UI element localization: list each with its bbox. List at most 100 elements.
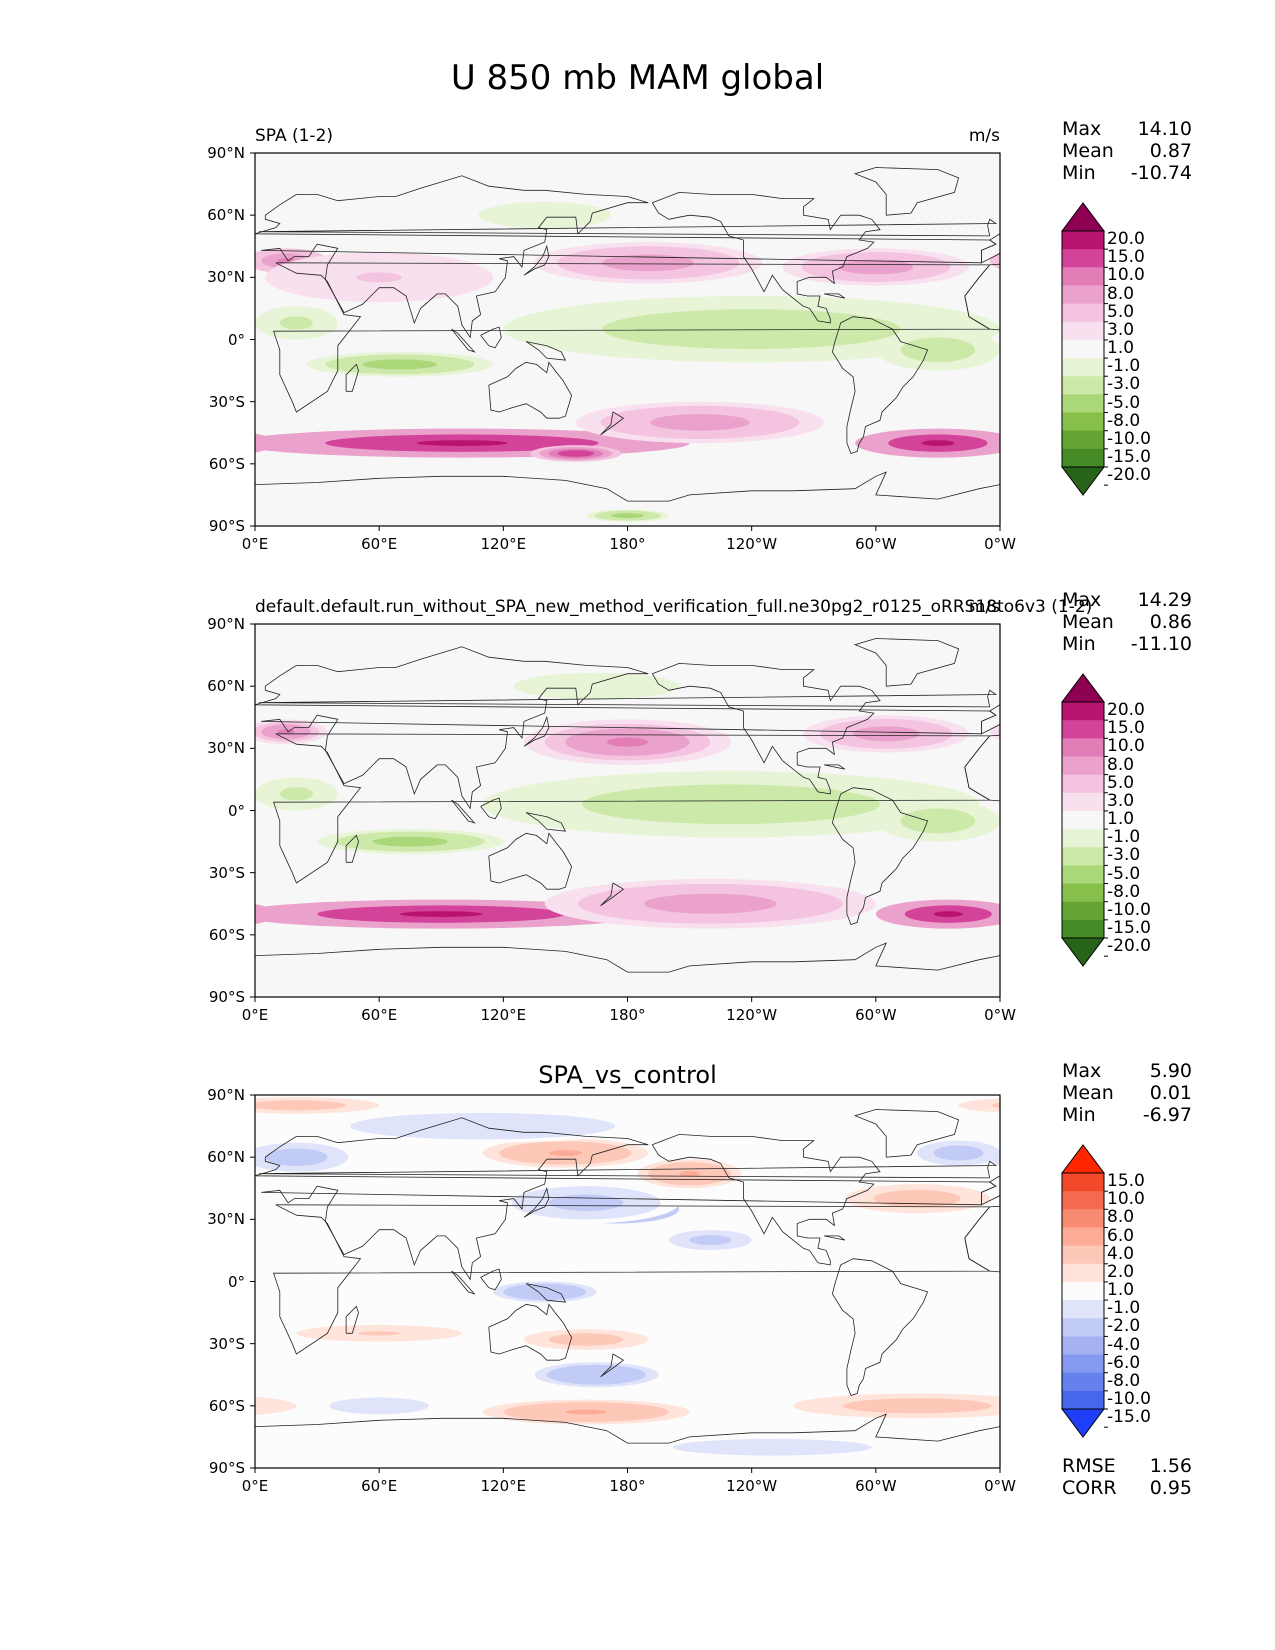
colorbar-extend-min <box>1061 1408 1105 1438</box>
coastline <box>824 1235 846 1241</box>
field-contour <box>381 361 419 367</box>
colorbar-label: 15.0 <box>1107 247 1145 268</box>
colorbar-label: -15.0 <box>1107 447 1151 467</box>
coastline <box>451 1270 476 1295</box>
field-contour <box>702 322 802 336</box>
field-contour <box>1014 727 1047 737</box>
lon-tick-label: 0°E <box>241 535 269 553</box>
lat-tick-label: 90°S <box>208 1459 245 1477</box>
stat-key: Min <box>1062 1104 1096 1126</box>
colorbar-swatch <box>1062 919 1104 939</box>
colorbar-label: -3.0 <box>1107 845 1141 866</box>
stat-key: Max <box>1062 1060 1102 1082</box>
colorbar-swatch <box>1062 1173 1104 1192</box>
panel-units-label: m/s <box>968 597 1000 617</box>
colorbar-extend-max <box>1061 202 1105 232</box>
field-contour <box>925 345 951 355</box>
field-contour <box>1023 729 1040 734</box>
colorbar-extend-max <box>1061 673 1105 703</box>
colorbar-label: 15.0 <box>1107 1171 1145 1192</box>
colorbar-swatch <box>1062 1263 1104 1283</box>
field-contour <box>189 911 218 917</box>
colorbar-swatch <box>1062 792 1104 812</box>
colorbar-label: -10.0 <box>1107 899 1151 920</box>
lon-tick-label: 120°W <box>726 535 778 553</box>
stat-key: Mean <box>1062 611 1114 633</box>
field-contour <box>975 1100 1000 1111</box>
coastline <box>488 832 573 890</box>
colorbar-swatch <box>1062 267 1104 286</box>
lon-tick-label: 180° <box>609 535 646 553</box>
colorbar-extend-max <box>1061 1144 1105 1174</box>
stat-row: CORR 0.95 <box>1062 1477 1192 1499</box>
colorbar-extend-min <box>1061 466 1105 496</box>
field-contour <box>255 1400 272 1412</box>
lon-tick-label: 60°W <box>855 1477 897 1495</box>
field-contour <box>989 252 1000 269</box>
colorbar-label: 8.0 <box>1107 754 1135 775</box>
field-contour <box>255 433 276 453</box>
stat-value: 5.90 <box>1149 1060 1192 1082</box>
colorbar-swatch <box>1062 1372 1104 1392</box>
colorbar-swatch <box>1062 1227 1104 1247</box>
lat-tick-label: 30°N <box>207 1210 245 1229</box>
field-contour <box>989 723 1000 740</box>
lat-tick-label: 0° <box>227 1272 245 1291</box>
lon-tick-label: 120°E <box>480 1477 527 1495</box>
coastline <box>451 799 476 824</box>
colorbar-swatch <box>1062 249 1104 268</box>
stat-key: Mean <box>1062 1082 1114 1104</box>
field-contour <box>925 816 951 826</box>
coastline <box>831 1258 929 1397</box>
coastline <box>255 1413 1000 1444</box>
field-contour <box>566 451 585 456</box>
field-contour <box>699 1237 721 1243</box>
field-contour <box>606 737 649 747</box>
field-contour <box>255 903 276 925</box>
colorbar-swatch <box>1062 358 1104 377</box>
field-contour <box>950 1150 967 1156</box>
colorbar-swatch <box>1062 1354 1104 1374</box>
colorbar-swatch <box>1062 321 1104 341</box>
colorbar-label: -20.0 <box>1107 936 1151 957</box>
colorbar <box>1061 673 1108 967</box>
colorbar-swatch <box>1062 376 1104 395</box>
lon-tick-label: 60°E <box>361 1006 398 1024</box>
coastline <box>255 471 1000 502</box>
coastlines <box>255 1109 1000 1444</box>
field-contour <box>892 1403 943 1409</box>
coastline <box>451 328 476 353</box>
stat-row: Mean 0.87 <box>1062 140 1192 162</box>
lon-tick-label: 60°W <box>855 535 897 553</box>
colorbar-swatch <box>1062 865 1104 885</box>
coastline <box>831 316 929 455</box>
lat-tick-label: 30°S <box>208 1334 245 1353</box>
colorbar-label: -6.0 <box>1107 1352 1141 1373</box>
stat-row: RMSE 1.56 <box>1062 1455 1192 1477</box>
stat-key: RMSE <box>1062 1455 1116 1477</box>
coastline <box>255 942 1000 973</box>
coastline <box>488 1303 573 1361</box>
field-contour <box>1031 1154 1052 1160</box>
stat-value: 0.86 <box>1149 611 1192 633</box>
lat-tick-label: 30°S <box>208 392 245 411</box>
field-contour <box>1006 724 1056 739</box>
colorbar-label: 6.0 <box>1107 1225 1135 1246</box>
coastline <box>259 218 998 237</box>
coastlines <box>255 167 1000 502</box>
field-contour <box>176 440 209 446</box>
field-contour <box>997 728 1000 736</box>
coastline <box>480 797 502 820</box>
colorbar-label: 5.0 <box>1107 301 1135 322</box>
stat-row: Mean 0.86 <box>1062 611 1192 633</box>
stat-key: Min <box>1062 633 1096 655</box>
stat-row: Min -6.97 <box>1062 1104 1192 1126</box>
colorbar-label: -3.0 <box>1107 374 1141 395</box>
coastline <box>651 1133 881 1266</box>
colorbar-label: 1.0 <box>1107 338 1135 359</box>
field-contour <box>565 1409 607 1415</box>
coastline <box>853 638 960 687</box>
stat-value: 14.10 <box>1137 118 1192 140</box>
colorbar-swatch <box>1062 774 1104 794</box>
colorbar-swatch <box>1062 1191 1104 1210</box>
